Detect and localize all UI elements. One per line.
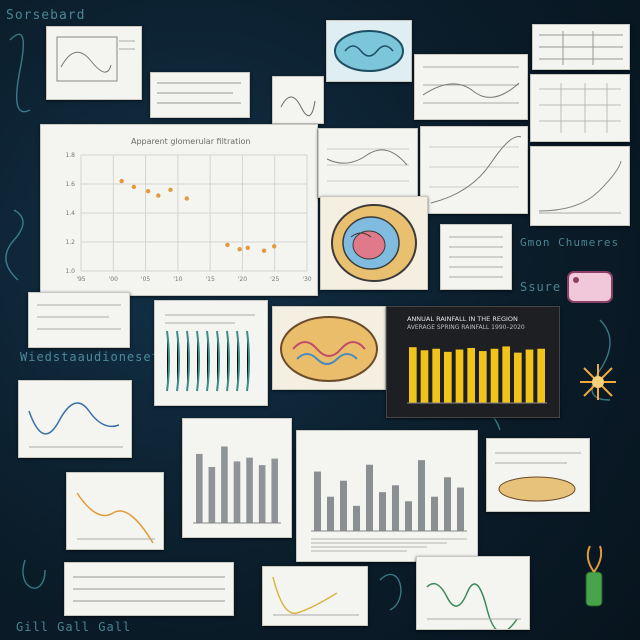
scatter-point [131,184,137,190]
main-chart-card: Apparent glomerular filtration 1.8 1.6 1.4… [40,124,318,296]
cross-section-icon [334,30,404,72]
card-document-top-left [46,26,142,100]
doodle-right-mid: Gmon Chumeres [520,236,620,249]
center-bar [366,464,373,531]
scatter-point [156,193,161,198]
dark-bar [432,348,440,403]
y-tick-label: 1.8 [65,152,75,159]
center-bar [405,501,412,531]
plant-icon [585,545,603,607]
card-bottom-curve [262,566,368,626]
card-striped-chart [154,300,268,406]
scatter-point [261,248,267,253]
x-tick-label: '95 [76,276,85,283]
scatter-point [245,245,250,250]
left-bar [221,446,228,523]
y-tick-label: 1.6 [65,181,75,188]
y-tick-label: 1.4 [65,210,75,217]
card-cross-section-2 [272,306,386,390]
card-line-mid [318,128,418,198]
left-bar-chart-card [182,418,292,538]
x-tick-label: '00 [109,276,118,283]
card-bottom-right-line [416,556,530,630]
center-bar [392,485,399,531]
left-bar [246,457,253,523]
card-small-figure [272,76,324,124]
dark-bar [420,350,429,403]
tag-icon [567,271,613,303]
center-bar [340,480,347,531]
x-tick-label: '05 [141,276,150,283]
cross-section-icon [280,316,378,382]
dark-bar [490,348,499,403]
card-line-top-right [414,54,528,120]
card-curve-left [18,380,132,458]
dark-bar [502,346,510,403]
card-curve-mid [420,126,528,214]
dark-chart-title-1: ANNUAL RAINFALL IN THE REGION [407,315,518,323]
center-bar [457,487,464,531]
card-list-right [440,224,512,290]
center-bar [431,496,438,531]
scatter-point [272,244,277,249]
card-grid-right [530,74,630,142]
doodle-right-mid2: Ssure [520,280,562,294]
dark-chart-title-2: AVERAGE SPRING RAINFALL 1990–2020 [407,324,525,331]
card-bottom-left-chart [66,472,164,550]
dark-bar [525,349,534,403]
center-bar [379,492,386,531]
left-bar [233,461,241,523]
x-tick-label: '30 [302,276,311,283]
left-bar [271,458,278,523]
left-bar [196,453,203,523]
starburst-icon [580,364,616,400]
card-curve-right [530,146,630,226]
card-doc-right [486,438,590,512]
doodle-left-mid: Wiedstaaudionesetin [20,350,177,364]
center-bar [444,477,451,531]
card-strip-1 [150,72,250,118]
dark-bar-chart [407,346,547,404]
center-bar-chart-card [296,430,478,562]
center-bar [314,471,321,531]
cross-section-icon [331,204,417,282]
x-tick-label: '20 [238,276,247,283]
scatter-point [119,178,124,184]
card-table-top-right [532,24,630,70]
left-bar [258,465,266,523]
x-tick-label: '25 [270,276,279,283]
main-chart: 1.8 1.6 1.4 1.2 1.0'95 '00 '05 '10 '15 '20 '25 '30 [65,152,311,283]
x-tick-label: '10 [173,276,182,283]
scatter-point [225,242,230,248]
dark-bar [467,347,475,403]
dark-bar [409,347,417,403]
scatter-point [237,247,242,252]
card-cross-section-color [320,196,428,290]
scatter-point [168,187,173,192]
dark-bar-chart-card: ANNUAL RAINFALL IN THE REGION AVERAGE SP… [386,306,560,418]
center-bar-chart [311,460,467,552]
dark-bar [479,351,487,403]
x-tick-label: '15 [205,276,214,283]
scatter-point [145,189,151,194]
main-chart-title: Apparent glomerular filtration [131,137,251,146]
doodle-top-left: Sorsebard [6,8,86,23]
dark-bar [514,352,522,403]
doodle-bottom-strip: Gill Gall Gall [16,620,132,634]
scatter-point [184,196,189,201]
dark-bar [537,348,545,403]
center-bar [418,460,425,531]
left-bar [208,467,216,523]
center-bar [327,496,334,531]
y-tick-label: 1.2 [65,239,75,246]
y-tick-label: 1.0 [65,268,75,275]
dark-bar [444,351,452,403]
card-doc-left-mid [28,292,130,348]
dark-bar [455,349,464,403]
left-bar-chart [193,446,281,524]
center-bar [353,505,360,531]
card-bottom-table [64,562,234,616]
card-cross-section-top [326,20,412,82]
